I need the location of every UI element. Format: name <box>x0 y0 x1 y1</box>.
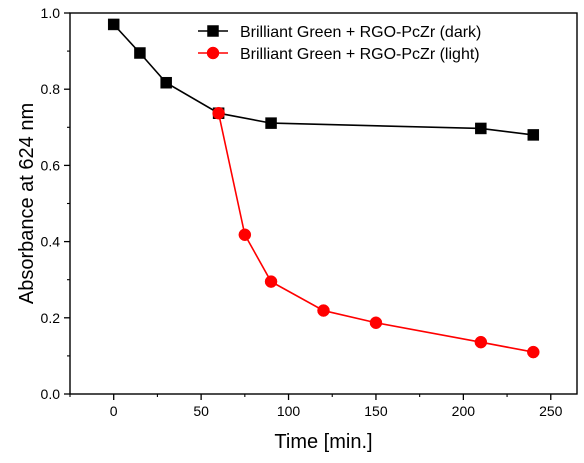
series-line <box>113 23 534 136</box>
series-line <box>217 113 534 353</box>
data-point <box>264 275 278 288</box>
x-tick-label: 50 <box>193 403 209 419</box>
y-axis: 0.0 0.2 0.4 0.6 0.8 1.0 <box>41 5 70 402</box>
y-tick-label: 0.0 <box>41 386 61 402</box>
legend-marker <box>206 46 220 60</box>
y-tick-label: 0.4 <box>41 234 61 250</box>
series-1 <box>212 106 540 359</box>
data-point <box>317 304 330 317</box>
plot-frame <box>69 12 578 395</box>
data-point <box>134 47 146 59</box>
legend-item: Brilliant Green + RGO-PcZr (light) <box>198 46 480 63</box>
data-point <box>474 335 488 349</box>
x-axis: 0 50 100 150 200 250 <box>69 394 563 419</box>
data-point <box>265 117 277 129</box>
legend: Brilliant Green + RGO-PcZr (dark) Brillia… <box>198 24 481 63</box>
data-point <box>527 129 540 141</box>
y-tick-label: 0.2 <box>41 310 61 326</box>
y-tick-label: 0.6 <box>41 157 61 173</box>
data-point <box>160 76 172 89</box>
data-point <box>369 316 383 330</box>
x-tick-label: 150 <box>364 403 388 419</box>
series-layer <box>107 18 540 359</box>
data-point <box>212 106 225 120</box>
x-axis-title: Time [min.] <box>274 431 372 453</box>
data-point <box>527 345 540 359</box>
y-tick-label: 0.8 <box>41 81 61 97</box>
legend-marker <box>207 25 219 37</box>
legend-label: Brilliant Green + RGO-PcZr (light) <box>240 46 480 63</box>
x-tick-label: 200 <box>452 403 476 419</box>
data-point <box>238 228 252 241</box>
legend-item: Brilliant Green + RGO-PcZr (dark) <box>198 24 481 41</box>
plot-area <box>69 12 578 395</box>
legend-label: Brilliant Green + RGO-PcZr (dark) <box>240 24 481 41</box>
x-tick-label: 250 <box>539 403 563 419</box>
y-axis-title: Absorbance at 624 nm <box>16 103 38 304</box>
data-point <box>107 18 120 31</box>
x-tick-label: 0 <box>110 403 118 419</box>
x-tick-label: 100 <box>277 403 301 419</box>
data-point <box>475 122 487 135</box>
y-tick-label: 1.0 <box>41 5 61 21</box>
